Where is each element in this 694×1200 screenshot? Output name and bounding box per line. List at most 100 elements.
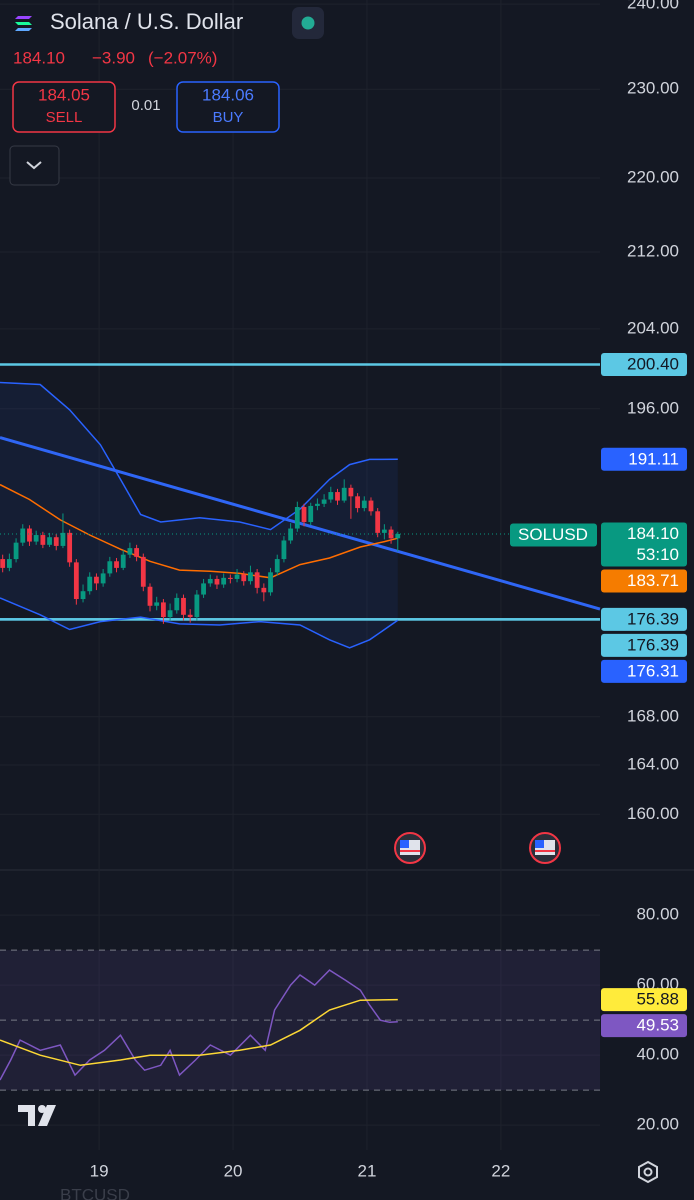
x-tick-label: 22 (491, 1161, 510, 1180)
y-tick-label: 80.00 (636, 905, 679, 924)
indicator-line (0, 597, 399, 649)
price-label-box (601, 522, 687, 567)
candle-body (375, 511, 381, 533)
event-flag[interactable] (529, 832, 561, 864)
symbol-label-box (510, 523, 597, 547)
price-label-box (601, 633, 687, 657)
band-fill (0, 382, 398, 648)
candle-body (33, 535, 39, 542)
y-tick-label: 230.00 (627, 79, 679, 98)
candle-body (13, 542, 19, 560)
chevron-icon[interactable] (26, 161, 42, 170)
candle-body (73, 562, 79, 600)
candle-body (221, 577, 227, 585)
symbol-title: Solana / U.S. Dollar (50, 9, 243, 34)
x-tick-label: 21 (358, 1161, 377, 1180)
candle-body (167, 610, 173, 618)
x-tick-label: 19 (90, 1161, 109, 1180)
market-open-dot (301, 16, 315, 30)
candle-body (335, 492, 340, 501)
candle-body (288, 528, 294, 541)
candle-body (274, 559, 280, 573)
price-change-pct: (−2.07%) (148, 48, 217, 67)
buy-button[interactable] (176, 81, 280, 133)
candle-body (0, 559, 6, 568)
x-tick-label: 20 (224, 1161, 243, 1180)
candle-body (227, 577, 233, 579)
trend-line (0, 436, 601, 611)
price-label-box (601, 1014, 687, 1038)
candle-body (194, 594, 200, 618)
y-tick-label: 160.00 (627, 804, 679, 823)
price-change: −3.90 (92, 48, 135, 67)
symbol-label: SOLUSD (518, 525, 588, 544)
candle-body (127, 548, 133, 555)
price-label: 176.39 (627, 635, 679, 654)
candle-body (147, 586, 153, 606)
candle-body (27, 528, 32, 542)
candle-body (308, 505, 314, 523)
candle-body (248, 572, 253, 582)
candle-body (114, 561, 119, 568)
candle-body (80, 591, 86, 600)
y-tick-label: 240.00 (627, 0, 679, 13)
y-tick-label: 212.00 (627, 242, 679, 261)
candle-body (348, 487, 354, 497)
price-label: 49.53 (636, 1016, 679, 1035)
price-label: 183.71 (627, 571, 679, 590)
candle-body (388, 529, 394, 539)
sell-label[interactable]: SELL (46, 109, 83, 126)
next-symbol: BTCUSD (60, 1185, 130, 1200)
price-label: 176.31 (627, 661, 679, 680)
candle-body (100, 573, 106, 584)
settings-icon[interactable] (638, 1160, 658, 1184)
candle-body (368, 500, 374, 512)
indicator-line (0, 381, 398, 531)
sell-button[interactable] (12, 81, 116, 133)
buy-price[interactable]: 184.06 (202, 85, 254, 104)
last-price: 184.10 (13, 48, 65, 67)
candle-body (174, 597, 180, 611)
y-tick-label: 196.00 (627, 398, 679, 417)
candle-body (154, 602, 160, 606)
candle-body (53, 537, 59, 546)
y-tick-label: 220.00 (627, 167, 679, 186)
buy-label[interactable]: BUY (213, 109, 244, 126)
candle-body (207, 578, 213, 584)
price-label-box (601, 988, 687, 1012)
sell-price[interactable]: 184.05 (38, 85, 90, 104)
candle-body (107, 561, 113, 574)
countdown: 53:10 (636, 545, 679, 564)
collapse-button[interactable] (9, 145, 60, 186)
candle-body (321, 499, 327, 504)
candle-body (47, 537, 52, 545)
candle-body (361, 500, 367, 509)
y-tick-label: 40.00 (636, 1045, 679, 1064)
price-label: 200.40 (627, 354, 679, 373)
candle-body (281, 540, 287, 560)
solana-logo (15, 16, 32, 31)
y-tick-label: 164.00 (627, 754, 679, 773)
price-label: 55.88 (636, 990, 679, 1009)
tradingview-logo (18, 1105, 56, 1126)
candle-body (261, 587, 267, 593)
event-flag[interactable] (394, 832, 426, 864)
candle-body (67, 532, 73, 563)
candle-body (268, 572, 273, 593)
candle-body (355, 496, 360, 509)
candle-body (140, 556, 146, 587)
header: Solana / U.S. Dollar 184.10 −3.90 (−2.07… (9, 7, 324, 186)
price-label: 184.10 (627, 524, 679, 543)
spread: 0.01 (131, 97, 160, 114)
candle-body (40, 535, 46, 545)
price-label-box (601, 607, 687, 631)
candle-body (301, 507, 307, 523)
candle-body (160, 602, 166, 618)
y-tick-label: 20.00 (636, 1115, 679, 1134)
candle-body (187, 614, 193, 618)
indicator-line (0, 483, 398, 579)
candle-body (315, 503, 320, 506)
